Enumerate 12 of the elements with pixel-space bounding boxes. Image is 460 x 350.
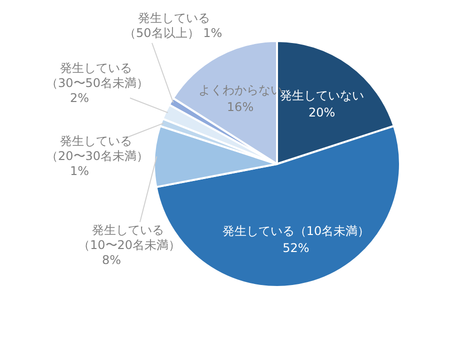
data-label: 2% — [70, 91, 90, 105]
data-label: 52% — [282, 240, 310, 255]
data-label: 1% — [70, 164, 90, 178]
data-label: 16% — [226, 100, 254, 114]
data-label: 20% — [308, 105, 336, 120]
slice-label: 発生している（30〜50名未満） — [46, 61, 149, 90]
slice-label: 発生している（20〜30名未満） — [46, 134, 149, 163]
slice-label: 発生している（50名以上） 1% — [124, 11, 222, 40]
data-label: 8% — [102, 253, 122, 267]
slice-label: 発生していない — [280, 88, 364, 102]
slice-label: 発生している（10名未満） — [222, 224, 370, 238]
slice-label: 発生している（10〜20名未満） — [78, 223, 181, 252]
